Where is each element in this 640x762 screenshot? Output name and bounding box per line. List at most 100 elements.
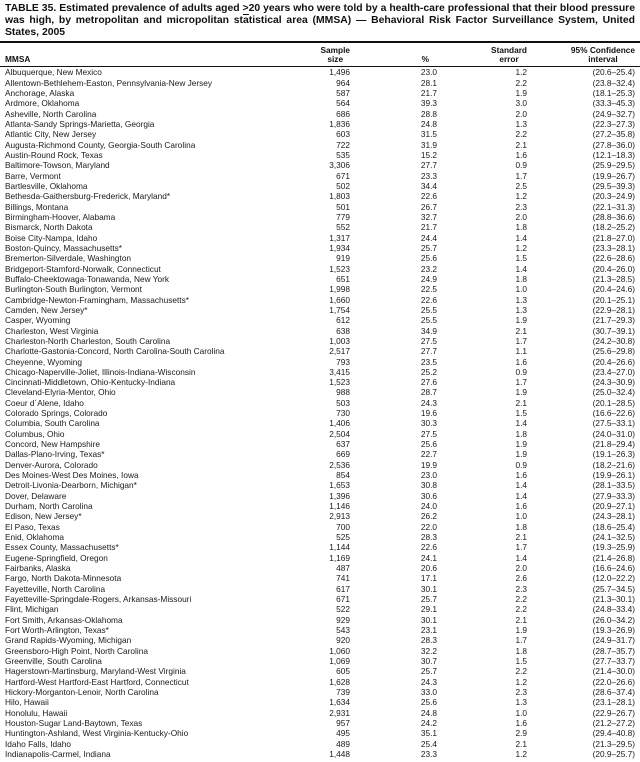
table-row: Albuquerque, New Mexico 1,496 23.0 1.2 (20.6…: [0, 67, 640, 78]
mmsa-cell: Eugene-Springfield, Oregon: [5, 552, 108, 563]
sample-size-cell: 503: [336, 397, 350, 408]
table-row: Boise City-Nampa, Idaho 1,317 24.4 1.4 (21.8…: [0, 233, 640, 243]
confidence-interval-cell: (20.6–25.4): [592, 67, 635, 78]
standard-error-cell: 2.1: [515, 139, 527, 150]
confidence-interval-cell: (19.3–26.9): [592, 625, 635, 636]
mmsa-cell: Dover, Delaware: [5, 490, 67, 501]
standard-error-cell: 2.1: [515, 614, 527, 625]
table-row: Coeur d´Alene, Idaho 503 24.3 2.1 (20.1–28.5…: [0, 398, 640, 408]
standard-error-cell: 1.7: [515, 170, 527, 181]
percent-cell: 27.5: [420, 335, 437, 346]
percent-cell: 22.0: [420, 521, 437, 532]
table-row: Austin-Round Rock, Texas 535 15.2 1.6 (12.1–…: [0, 150, 640, 160]
standard-error-cell: 1.8: [515, 222, 527, 233]
standard-error-cell: 1.7: [515, 635, 527, 646]
percent-cell: 30.1: [420, 614, 437, 625]
standard-error-cell: 1.6: [515, 356, 527, 367]
percent-cell: 28.8: [420, 108, 437, 119]
confidence-interval-cell: (20.9–27.1): [592, 501, 635, 512]
confidence-interval-cell: (25.9–29.5): [592, 160, 635, 171]
percent-cell: 24.3: [420, 676, 437, 687]
percent-cell: 22.6: [420, 542, 437, 553]
sample-size-cell: 2,913: [329, 511, 350, 522]
sample-size-cell: 730: [336, 408, 350, 419]
table-header: MMSA Sample size % Standard error: [0, 41, 640, 67]
standard-error-cell: 1.7: [515, 377, 527, 388]
confidence-interval-cell: (27.9–33.3): [592, 490, 635, 501]
standard-error-cell: 2.2: [515, 129, 527, 140]
standard-error-cell: 2.6: [515, 573, 527, 584]
table-row: Atlantic City, New Jersey 603 31.5 2.2 (27.2…: [0, 129, 640, 139]
confidence-interval-cell: (25.0–32.4): [592, 387, 635, 398]
standard-error-cell: 1.3: [515, 294, 527, 305]
confidence-interval-cell: (24.9–32.7): [592, 108, 635, 119]
sample-size-cell: 587: [336, 87, 350, 98]
confidence-interval-cell: (28.8–36.6): [592, 211, 635, 222]
confidence-interval-cell: (26.0–34.2): [592, 614, 635, 625]
mmsa-cell: Camden, New Jersey*: [5, 304, 88, 315]
standard-error-cell: 1.2: [515, 67, 527, 78]
sample-size-cell: 1,144: [329, 542, 350, 553]
percent-cell: 32.7: [420, 211, 437, 222]
mmsa-cell: Cambridge-Newton-Framingham, Massachuset…: [5, 294, 189, 305]
mmsa-cell: Augusta-Richmond County, Georgia-South C…: [5, 139, 196, 150]
confidence-interval-cell: (20.1–25.1): [592, 294, 635, 305]
standard-error-cell: 0.9: [515, 459, 527, 470]
table-row: Greenville, South Carolina 1,069 30.7 1.5 (2…: [0, 656, 640, 666]
mmsa-cell: Atlantic City, New Jersey: [5, 129, 97, 140]
table-row: Colorado Springs, Colorado 730 19.6 1.5 (16.…: [0, 408, 640, 418]
sample-size-cell: 605: [336, 666, 350, 677]
sample-size-cell: 3,306: [329, 160, 350, 171]
confidence-interval-cell: (28.7–35.7): [592, 645, 635, 656]
percent-cell: 25.6: [420, 697, 437, 708]
sample-size-cell: 564: [336, 98, 350, 109]
sample-size-cell: 603: [336, 129, 350, 140]
confidence-interval-cell: (21.3–29.5): [592, 738, 635, 749]
sample-size-cell: 1,317: [329, 232, 350, 243]
percent-cell: 30.8: [420, 480, 437, 491]
standard-error-cell: 2.2: [515, 594, 527, 605]
confidence-interval-cell: (20.4–26.6): [592, 356, 635, 367]
mmsa-cell: Albuquerque, New Mexico: [5, 67, 102, 78]
mmsa-cell: Cheyenne, Wyoming: [5, 356, 82, 367]
mmsa-cell: Dallas-Plano-Irving, Texas*: [5, 449, 105, 460]
mmsa-cell: Fairbanks, Alaska: [5, 563, 71, 574]
sample-size-cell: 988: [336, 387, 350, 398]
mmsa-cell: Baltimore-Towson, Maryland: [5, 160, 110, 171]
standard-error-cell: 1.5: [515, 656, 527, 667]
table-row: Chicago-Naperville-Joliet, Illinois-Indi…: [0, 367, 640, 377]
confidence-interval-cell: (28.1–33.5): [592, 480, 635, 491]
mmsa-cell: Bethesda-Gaithersburg-Frederick, Marylan…: [5, 191, 171, 202]
sample-size-cell: 1,803: [329, 191, 350, 202]
mmsa-cell: Grand Rapids-Wyoming, Michigan: [5, 635, 132, 646]
mmsa-cell: Fayetteville, North Carolina: [5, 583, 106, 594]
standard-error-cell: 1.0: [515, 511, 527, 522]
mmsa-cell: Cleveland-Elyria-Mentor, Ohio: [5, 387, 116, 398]
standard-error-cell: 1.3: [515, 118, 527, 129]
confidence-interval-cell: (20.1–28.5): [592, 397, 635, 408]
percent-cell: 31.9: [420, 139, 437, 150]
table-row: Cleveland-Elyria-Mentor, Ohio 988 28.7 1.9 (…: [0, 387, 640, 397]
standard-error-cell: 2.3: [515, 583, 527, 594]
percent-cell: 32.2: [420, 645, 437, 656]
percent-cell: 22.7: [420, 449, 437, 460]
sample-size-cell: 722: [336, 139, 350, 150]
sample-size-cell: 552: [336, 222, 350, 233]
percent-cell: 27.7: [420, 160, 437, 171]
standard-error-cell: 1.9: [515, 625, 527, 636]
confidence-interval-cell: (21.3–30.1): [592, 594, 635, 605]
table-row: Anchorage, Alaska 587 21.7 1.9 (18.1–25.3): [0, 88, 640, 98]
percent-cell: 24.3: [420, 397, 437, 408]
mmsa-cell: Casper, Wyoming: [5, 315, 71, 326]
percent-cell: 25.7: [420, 242, 437, 253]
confidence-interval-cell: (24.3–28.1): [592, 511, 635, 522]
table-row: Billings, Montana 501 26.7 2.3 (22.1–31.3): [0, 202, 640, 212]
table-row: Fayetteville, North Carolina 617 30.1 2.3 (2…: [0, 584, 640, 594]
table-row: Bismarck, North Dakota 552 21.7 1.8 (18.2–25…: [0, 222, 640, 232]
mmsa-cell: Billings, Montana: [5, 201, 69, 212]
header-row: MMSA Sample size % Standard error: [0, 42, 640, 67]
table-row: Charlotte-Gastonia-Concord, North Caroli…: [0, 346, 640, 356]
mmsa-cell: Fayetteville-Springdale-Rogers, Arkansas…: [5, 594, 192, 605]
mmsa-cell: Greenville, South Carolina: [5, 656, 102, 667]
sample-size-cell: 1,060: [329, 645, 350, 656]
